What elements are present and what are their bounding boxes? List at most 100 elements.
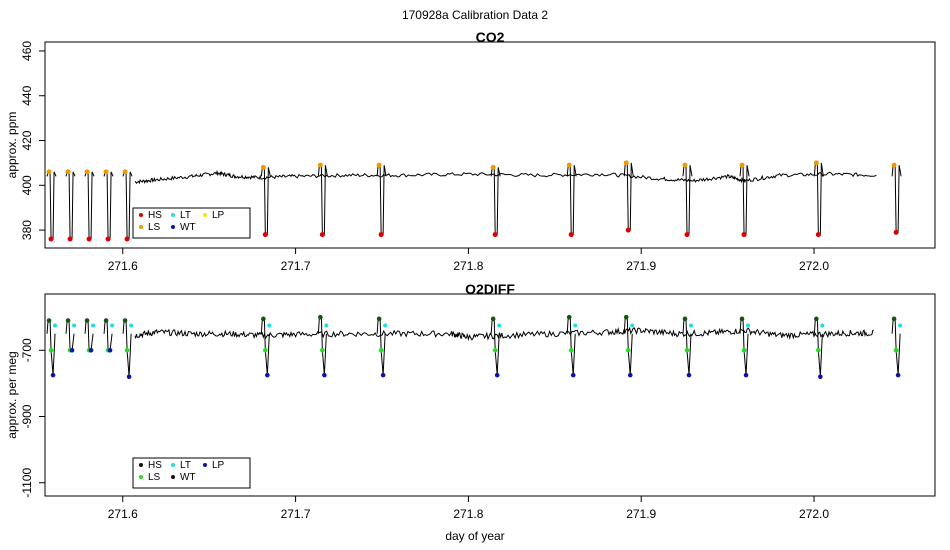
calibration-cycle: [891, 162, 902, 235]
lt-point: [53, 323, 58, 328]
hs-point: [318, 314, 323, 320]
plot-frame: [44, 41, 936, 249]
hs-point: [124, 236, 130, 242]
wt-point: [743, 372, 749, 378]
ls-point: [682, 162, 688, 168]
calibration-cycle: [317, 162, 328, 238]
wt-point: [265, 372, 270, 378]
legend-label: LP: [212, 460, 225, 471]
calibration-cycle: [566, 314, 578, 378]
hs-point: [568, 232, 574, 238]
x-tick-label: 271.9: [626, 507, 656, 521]
figure-title: 170928a Calibration Data 2: [402, 8, 548, 22]
series-line: [134, 169, 877, 185]
cycle-trace: [122, 319, 132, 377]
plot-frame: [44, 293, 936, 497]
hs-point: [262, 232, 268, 238]
cycle-trace: [84, 319, 94, 351]
lt-point: [573, 323, 578, 328]
ls-point: [46, 169, 52, 175]
calibration-cycle: [813, 160, 824, 238]
cycle-trace: [46, 171, 57, 240]
hs-point: [67, 236, 73, 242]
calibration-cycle: [376, 316, 388, 378]
hs-point: [682, 316, 688, 322]
cycle-trace: [65, 319, 75, 351]
legend-label: WT: [180, 222, 196, 233]
cycle-trace: [103, 319, 113, 351]
ls-point: [684, 347, 690, 353]
cycle-trace: [376, 318, 386, 376]
cycle-trace: [84, 171, 95, 240]
ls-point: [84, 169, 90, 175]
legend-label: LS: [148, 472, 161, 483]
y-axis-label: approx. per meg: [5, 351, 19, 438]
cycle-trace: [122, 171, 133, 240]
x-tick-label: 271.7: [281, 507, 311, 521]
calibration-cycle: [65, 318, 77, 353]
cycle-trace: [739, 164, 750, 236]
legend-label: HS: [148, 460, 162, 471]
ls-point: [48, 347, 54, 353]
lt-point: [898, 323, 903, 328]
hs-point: [122, 318, 128, 323]
lt-point: [383, 323, 388, 328]
panel-title: O2DIFF: [465, 281, 515, 297]
calibration-cycle: [103, 169, 114, 242]
legend-label: LS: [148, 222, 161, 233]
cycle-trace: [566, 316, 576, 376]
legend-label: HS: [148, 210, 162, 221]
lt-point: [110, 323, 115, 328]
wt-point: [570, 372, 576, 378]
legend-marker: [203, 463, 207, 467]
wt-point: [69, 347, 75, 353]
legend-marker: [171, 213, 175, 217]
calibration-cycle: [260, 316, 272, 378]
legend-marker: [171, 463, 175, 467]
lt-point: [91, 323, 96, 328]
y-tick-label: -900: [20, 404, 34, 428]
cycle-trace: [891, 318, 901, 376]
hs-point: [623, 314, 629, 320]
calibration-cycle: [682, 316, 694, 378]
hs-point: [376, 316, 382, 322]
cycle-trace: [490, 166, 501, 236]
x-tick-label: 271.9: [626, 259, 656, 273]
hs-point: [48, 236, 54, 242]
hs-point: [84, 318, 90, 323]
wt-point: [126, 374, 132, 380]
y-tick-label: 400: [20, 175, 34, 195]
hs-point: [815, 232, 821, 238]
legend-box: [132, 457, 251, 489]
y-tick-label: 460: [20, 41, 34, 61]
calibration-cycle: [739, 316, 751, 378]
ls-point: [625, 347, 631, 353]
ls-point: [490, 164, 496, 170]
ls-point: [739, 162, 745, 168]
wt-point: [895, 372, 901, 378]
calibration-cycle: [682, 162, 693, 238]
y-tick-label: -1100: [20, 468, 34, 498]
ls-point: [492, 347, 498, 353]
hs-point: [625, 227, 631, 233]
ls-point: [122, 169, 128, 175]
legend-marker: [139, 463, 143, 467]
cycle-trace: [682, 164, 693, 236]
hs-point: [492, 232, 498, 238]
lt-point: [689, 323, 694, 328]
y-tick-label: 380: [20, 220, 34, 240]
cycle-trace: [813, 318, 823, 377]
x-tick-label: 271.8: [453, 507, 483, 521]
figure-xlabel: day of year: [445, 529, 504, 543]
o2diff-panel: O2DIFF approx. per meg 271.6 271.7 271.8 271.…: [5, 281, 936, 521]
calibration-cycle: [65, 169, 76, 242]
lt-point: [267, 323, 272, 328]
lt-point: [820, 323, 825, 328]
hs-point: [65, 318, 71, 323]
cycle-trace: [739, 318, 749, 376]
calibration-cycle: [566, 162, 577, 238]
y-tick-label: 440: [20, 85, 34, 105]
lt-point: [72, 323, 77, 328]
